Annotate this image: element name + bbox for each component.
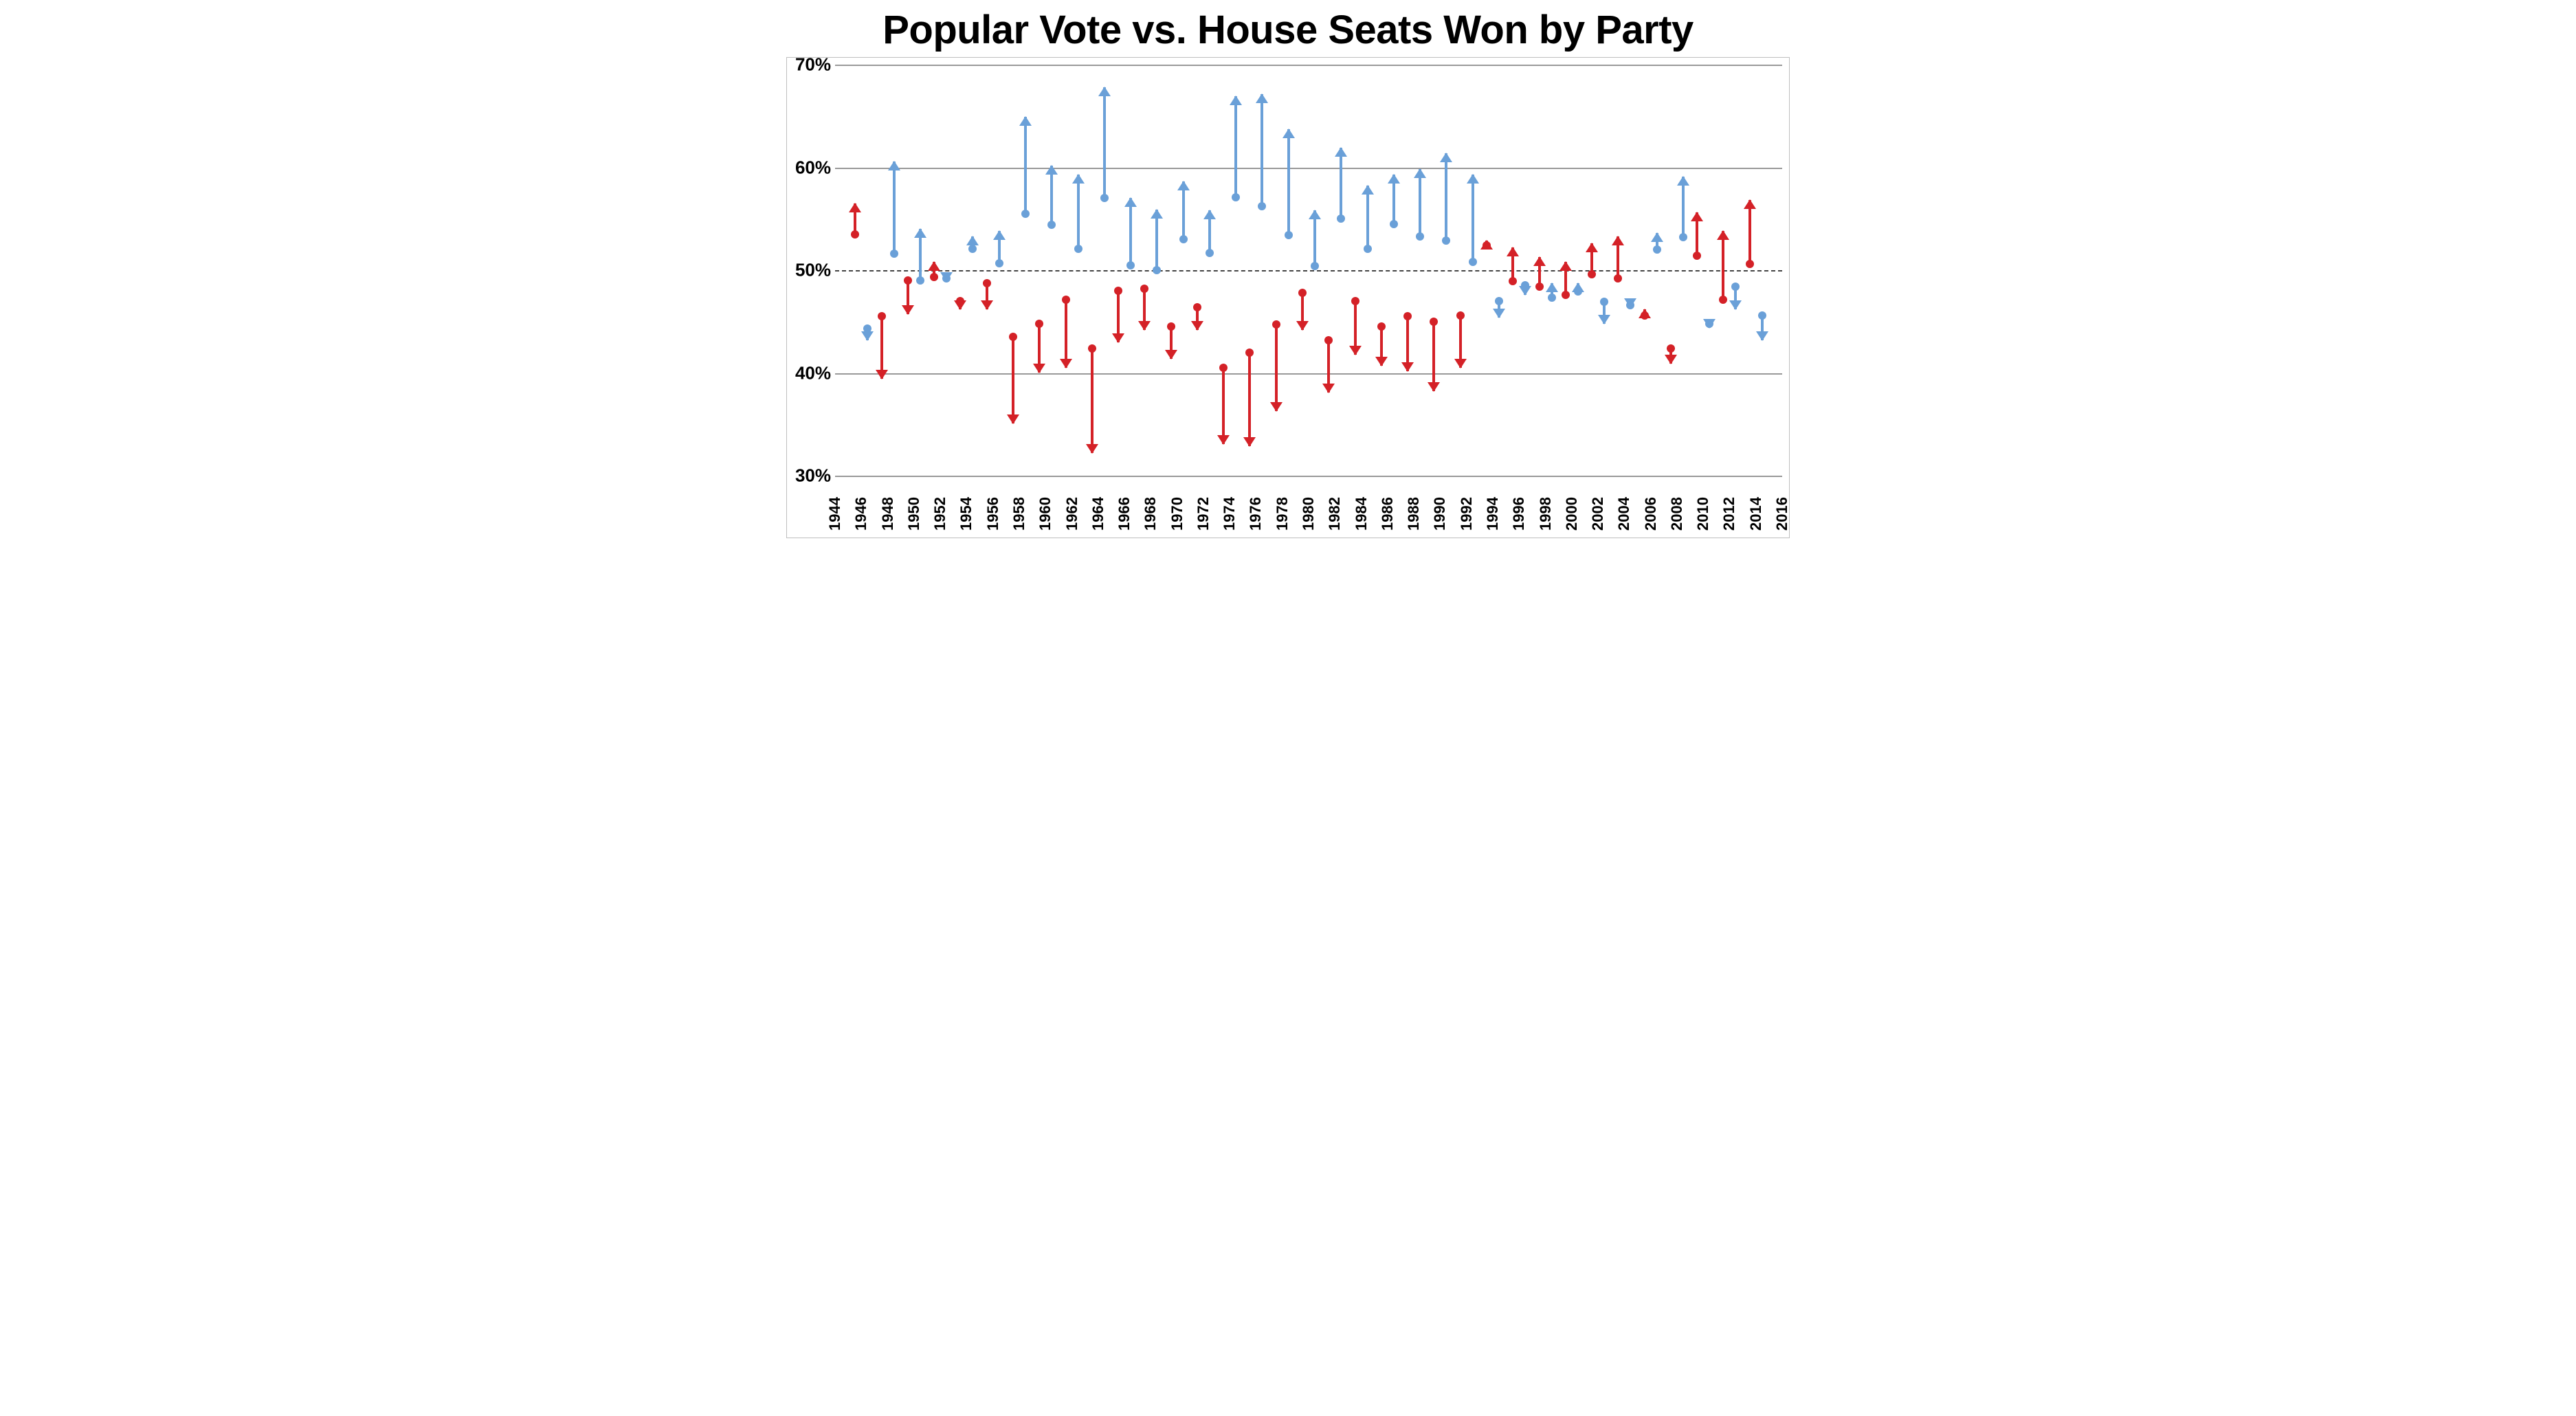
x-tick-label: 1960 — [1036, 497, 1054, 531]
x-tick-label: 1964 — [1089, 497, 1107, 531]
x-tick-label: 2016 — [1773, 497, 1791, 531]
x-tick-label: 2000 — [1563, 497, 1581, 531]
gridline — [835, 270, 1782, 272]
x-tick-label: 1948 — [879, 497, 897, 531]
x-tick-label: 1986 — [1379, 497, 1397, 531]
x-tick-label: 1976 — [1247, 497, 1265, 531]
x-tick-label: 1970 — [1168, 497, 1186, 531]
x-tick-label: 2004 — [1615, 497, 1633, 531]
x-tick-label: 1978 — [1274, 497, 1291, 531]
x-tick-label: 2010 — [1694, 497, 1712, 531]
x-tick-label: 1988 — [1405, 497, 1423, 531]
x-tick-label: 1966 — [1115, 497, 1133, 531]
x-tick-label: 2012 — [1720, 497, 1738, 531]
x-tick-label: 2002 — [1589, 497, 1607, 531]
x-axis-labels: 1944194619481950195219541956195819601962… — [835, 479, 1782, 538]
x-tick-label: 1958 — [1010, 497, 1028, 531]
x-tick-label: 1984 — [1353, 497, 1370, 531]
x-tick-label: 2006 — [1642, 497, 1660, 531]
x-tick-label: 1992 — [1458, 497, 1476, 531]
gridline — [835, 65, 1782, 66]
x-tick-label: 1950 — [905, 497, 923, 531]
chart-title: Popular Vote vs. House Seats Won by Part… — [786, 7, 1790, 53]
x-tick-label: 1980 — [1300, 497, 1318, 531]
x-tick-label: 1968 — [1142, 497, 1159, 531]
gridline — [835, 476, 1782, 477]
x-tick-label: 1962 — [1063, 497, 1081, 531]
x-tick-label: 1994 — [1484, 497, 1502, 531]
x-tick-label: 1998 — [1537, 497, 1555, 531]
chart-container: 30%40%50%60%70% 194419461948195019521954… — [786, 57, 1790, 538]
x-tick-label: 1944 — [826, 497, 844, 531]
y-tick-label: 30% — [792, 465, 831, 487]
x-tick-label: 1952 — [931, 497, 949, 531]
x-tick-label: 1990 — [1431, 497, 1449, 531]
x-tick-label: 1954 — [957, 497, 975, 531]
x-tick-label: 1982 — [1326, 497, 1344, 531]
y-tick-label: 60% — [792, 157, 831, 178]
y-tick-label: 40% — [792, 362, 831, 384]
y-tick-label: 50% — [792, 260, 831, 281]
x-tick-label: 1946 — [852, 497, 870, 531]
gridline — [835, 373, 1782, 375]
gridline — [835, 168, 1782, 169]
x-tick-label: 2008 — [1668, 497, 1686, 531]
y-tick-label: 70% — [792, 54, 831, 76]
plot-area: 30%40%50%60%70% — [835, 65, 1782, 476]
x-tick-label: 2014 — [1747, 497, 1765, 531]
x-tick-label: 1996 — [1510, 497, 1528, 531]
x-tick-label: 1956 — [984, 497, 1002, 531]
x-tick-label: 1972 — [1195, 497, 1212, 531]
x-tick-label: 1974 — [1221, 497, 1239, 531]
